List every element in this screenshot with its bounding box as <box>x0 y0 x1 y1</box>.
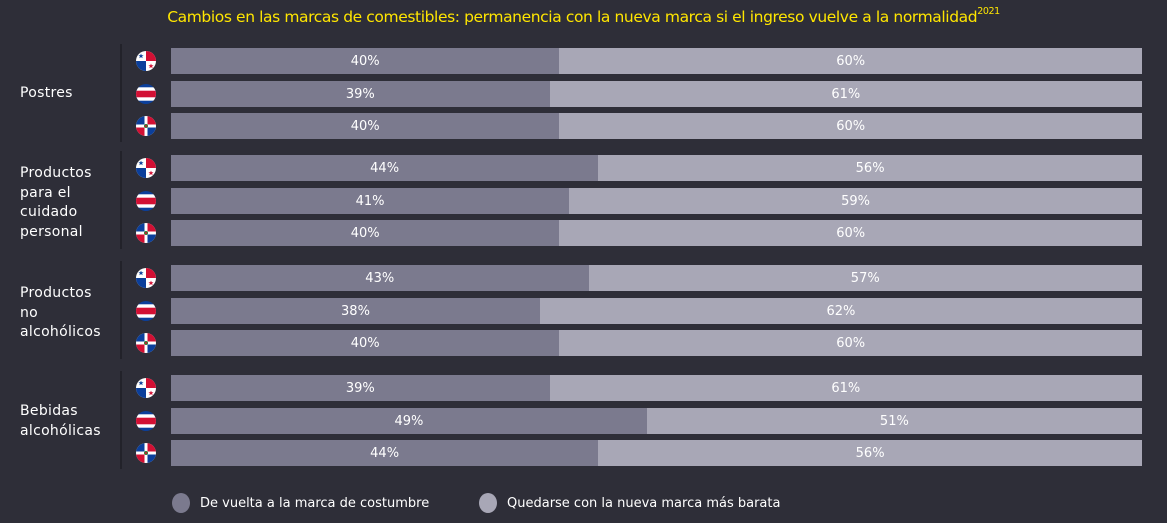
bar-segment-a: 39% <box>171 375 550 401</box>
data-label-a: 39% <box>345 86 375 102</box>
bar-segment-b: 61% <box>549 81 1142 107</box>
bar-segment-a: 40% <box>171 220 560 246</box>
group-label: Postres <box>20 85 73 101</box>
costa-rica-flag-icon <box>136 191 156 211</box>
bar-segment-a: 39% <box>171 81 550 107</box>
dominican-republic-flag-icon <box>136 116 156 136</box>
bar-segment-a: 49% <box>171 408 647 434</box>
group-divider <box>120 371 122 469</box>
data-label-b: 62% <box>826 303 856 319</box>
data-label-b: 60% <box>836 53 866 69</box>
data-label-b: 60% <box>836 335 866 351</box>
group-divider <box>120 261 122 359</box>
bar-segment-a: 43% <box>171 265 589 291</box>
dominican-republic-flag-icon <box>136 333 156 353</box>
legend-label-b: Quedarse con la nueva marca más barata <box>507 495 781 511</box>
chart-title: Cambios en las marcas de comestibles: pe… <box>0 6 1167 26</box>
panama-flag-icon <box>136 378 156 398</box>
bar-segment-b: 56% <box>598 155 1142 181</box>
data-label-b: 57% <box>850 270 880 286</box>
bar-segment-b: 56% <box>598 440 1142 466</box>
bar-segment-b: 61% <box>549 375 1142 401</box>
bar-segment-b: 59% <box>569 188 1142 214</box>
bar-segment-b: 57% <box>588 265 1142 291</box>
data-label-b: 61% <box>831 86 861 102</box>
bar-segment-b: 60% <box>559 220 1142 246</box>
bar-segment-b: 51% <box>646 408 1142 434</box>
stacked-bar: 40% 60% <box>171 220 1142 246</box>
stacked-bar: 39% 61% <box>171 81 1142 107</box>
legend-item-a: De vuelta a la marca de costumbre <box>172 493 429 513</box>
costa-rica-flag-icon <box>136 301 156 321</box>
stacked-bar: 40% 60% <box>171 48 1142 74</box>
costa-rica-flag-icon <box>136 84 156 104</box>
group-divider <box>120 151 122 249</box>
data-label-a: 41% <box>355 193 385 209</box>
bar-segment-a: 38% <box>171 298 540 324</box>
data-label-b: 51% <box>879 413 909 429</box>
stacked-bar: 40% 60% <box>171 330 1142 356</box>
stacked-bar: 44% 56% <box>171 155 1142 181</box>
bar-segment-a: 44% <box>171 155 599 181</box>
stacked-bar: 40% 60% <box>171 113 1142 139</box>
data-label-b: 59% <box>841 193 870 209</box>
bar-segment-a: 40% <box>171 48 560 74</box>
group-label: Productos para el cuidado personal <box>20 165 92 240</box>
data-label-a: 44% <box>370 445 400 461</box>
bar-segment-a: 40% <box>171 113 560 139</box>
stacked-bar: 44% 56% <box>171 440 1142 466</box>
legend-swatch-b <box>479 493 497 513</box>
costa-rica-flag-icon <box>136 411 156 431</box>
group-divider <box>120 44 122 142</box>
chart-title-superscript: 2021 <box>977 6 1000 17</box>
bar-segment-b: 62% <box>539 298 1142 324</box>
panama-flag-icon <box>136 158 156 178</box>
stacked-bar: 39% 61% <box>171 375 1142 401</box>
data-label-b: 56% <box>855 160 885 176</box>
data-label-b: 56% <box>855 445 885 461</box>
stacked-bar: 43% 57% <box>171 265 1142 291</box>
bar-segment-b: 60% <box>559 48 1142 74</box>
group-label: Productos no alcohólicos <box>20 285 101 340</box>
data-label-a: 49% <box>394 413 424 429</box>
data-label-a: 38% <box>341 303 370 319</box>
bar-segment-a: 40% <box>171 330 560 356</box>
legend-item-b: Quedarse con la nueva marca más barata <box>479 493 780 513</box>
bar-segment-b: 60% <box>559 113 1142 139</box>
data-label-a: 40% <box>350 118 380 134</box>
group-label: Bebidas alcohólicas <box>20 403 101 439</box>
legend-swatch-a <box>172 493 190 513</box>
bar-segment-a: 41% <box>171 188 570 214</box>
data-label-a: 39% <box>345 380 375 396</box>
chart-title-text: Cambios en las marcas de comestibles: pe… <box>167 8 978 26</box>
data-label-b: 61% <box>831 380 861 396</box>
panama-flag-icon <box>136 51 156 71</box>
data-label-b: 60% <box>836 118 866 134</box>
bar-segment-a: 44% <box>171 440 599 466</box>
data-label-b: 60% <box>836 225 866 241</box>
panama-flag-icon <box>136 268 156 288</box>
data-label-a: 40% <box>350 53 380 69</box>
stacked-bar: 38% 62% <box>171 298 1142 324</box>
dominican-republic-flag-icon <box>136 443 156 463</box>
stacked-bar: 49% 51% <box>171 408 1142 434</box>
data-label-a: 40% <box>350 335 380 351</box>
bar-segment-b: 60% <box>559 330 1142 356</box>
data-label-a: 44% <box>370 160 400 176</box>
stacked-bar: 41% 59% <box>171 188 1142 214</box>
legend-label-a: De vuelta a la marca de costumbre <box>200 495 430 511</box>
dominican-republic-flag-icon <box>136 223 156 243</box>
data-label-a: 43% <box>365 270 395 286</box>
data-label-a: 40% <box>350 225 380 241</box>
